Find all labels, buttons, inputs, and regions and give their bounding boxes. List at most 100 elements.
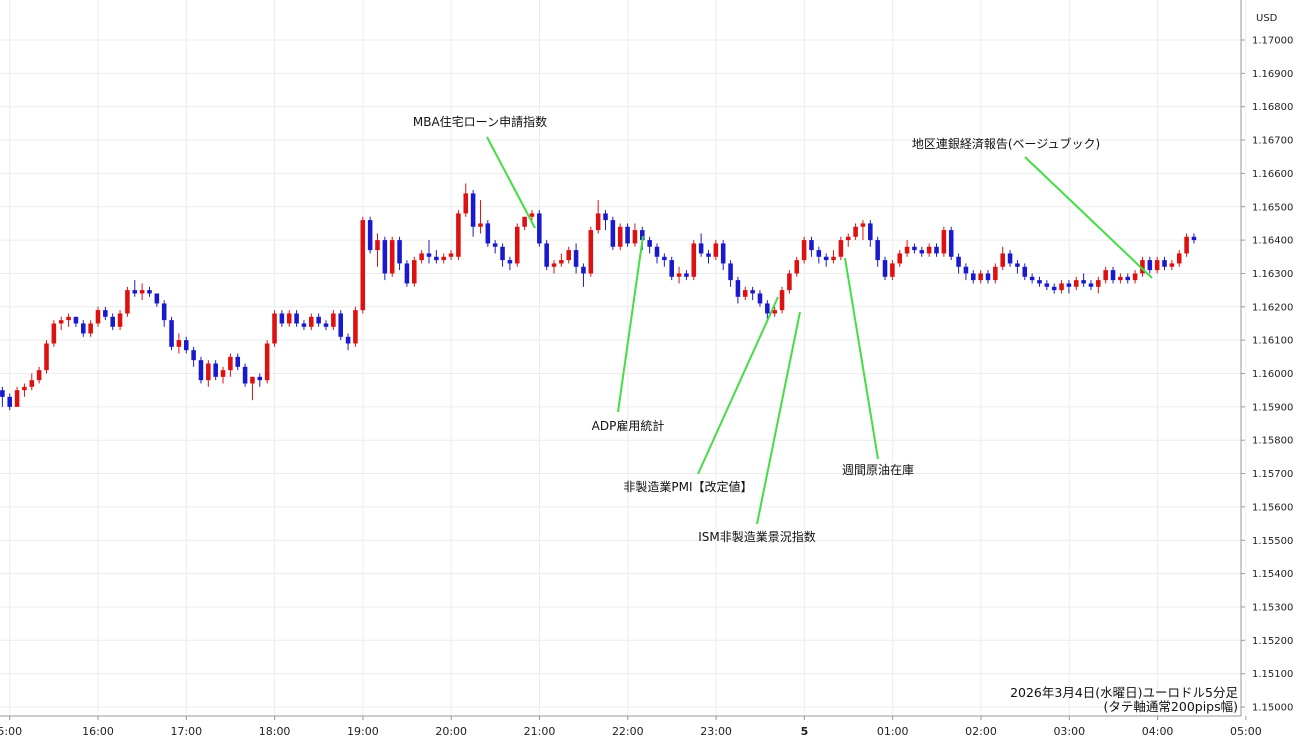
candle-body [948, 230, 954, 257]
candle-body [1110, 270, 1116, 281]
candle-body [801, 240, 807, 261]
price-tick-label: 1.16200 [1252, 302, 1293, 313]
candle-body [492, 243, 498, 247]
candle [1081, 273, 1086, 287]
candle [647, 236, 652, 254]
candle [993, 263, 998, 284]
candle [434, 250, 439, 264]
candle-body [890, 263, 895, 277]
candle [728, 260, 733, 287]
candle [1073, 276, 1079, 291]
candle-body [139, 290, 145, 294]
candle [529, 210, 535, 221]
time-tick-label: 21:00 [524, 725, 556, 738]
candle-body [1096, 280, 1101, 287]
time-tick-label: 19:00 [347, 725, 379, 738]
candle-body [522, 216, 527, 227]
candle-body [882, 260, 888, 277]
candle [1066, 280, 1072, 294]
candle-body [411, 260, 417, 284]
grid [0, 0, 1247, 716]
candle-body [1162, 260, 1167, 267]
candle-body [58, 320, 64, 324]
candle [426, 240, 432, 264]
candle-body [88, 323, 93, 334]
candle-body [794, 260, 800, 274]
candle-body [632, 230, 638, 244]
candle-body [595, 213, 601, 231]
candle-body [404, 263, 410, 284]
candle [757, 290, 763, 307]
candle [897, 250, 903, 267]
candle [779, 286, 785, 314]
candle [36, 366, 42, 384]
candle-body [154, 293, 160, 304]
candle [691, 240, 697, 281]
candle-body [963, 266, 969, 274]
candle [1007, 250, 1013, 267]
candle-body [978, 273, 983, 281]
candle [948, 226, 954, 261]
candle-body [426, 253, 432, 257]
candle [1029, 273, 1035, 284]
candle [684, 270, 689, 281]
candle [816, 246, 822, 264]
annotation-line [486, 136, 536, 229]
candle [441, 253, 446, 264]
candle-body [29, 380, 35, 387]
candle [1088, 280, 1094, 291]
candle-body [926, 246, 932, 254]
candle-body [897, 253, 903, 264]
candle [286, 310, 292, 327]
candle-body [360, 220, 366, 311]
price-tick-label: 1.16700 [1252, 136, 1293, 147]
candle-body [1140, 260, 1145, 274]
candle-body [816, 250, 822, 257]
candle-body [81, 323, 86, 334]
candle-body [514, 226, 520, 264]
candle [890, 260, 895, 281]
candle [353, 306, 358, 347]
candle [845, 233, 851, 247]
candle-body [1118, 276, 1123, 281]
candle-body [875, 240, 880, 261]
candle [868, 220, 873, 247]
candle-body [169, 320, 174, 347]
candle-body [720, 243, 726, 264]
candle [588, 226, 594, 277]
candle-body [183, 340, 189, 351]
time-tick-label: 18:00 [259, 725, 291, 738]
candle [750, 286, 755, 301]
candle-body [941, 230, 947, 254]
candle-body [500, 246, 505, 261]
candle [316, 313, 321, 327]
candle [1044, 280, 1050, 291]
annotation-label: MBA住宅ローン申請指数 [413, 114, 547, 129]
candle-body [573, 250, 579, 267]
candle [294, 310, 299, 327]
candle-body [860, 223, 866, 227]
candle [492, 240, 498, 254]
candle [1169, 260, 1175, 271]
candle-body [691, 243, 697, 277]
candle-body [934, 246, 939, 254]
candle-body [787, 273, 792, 291]
candle-body [654, 246, 660, 257]
candle-body [919, 250, 925, 254]
candle [801, 236, 807, 264]
candle-body [1154, 260, 1160, 271]
price-tick-label: 1.15500 [1252, 536, 1293, 547]
candle [7, 393, 13, 411]
candle [706, 250, 711, 264]
candle-body [36, 370, 42, 381]
candle [272, 310, 277, 347]
candle [720, 240, 726, 271]
candle-body [706, 253, 711, 257]
candle-body [478, 223, 483, 227]
candles [0, 183, 1197, 411]
annotation-label: 週間原油在庫 [842, 463, 914, 477]
candle-body [301, 323, 307, 327]
candle [1154, 256, 1160, 274]
candle [29, 373, 35, 391]
